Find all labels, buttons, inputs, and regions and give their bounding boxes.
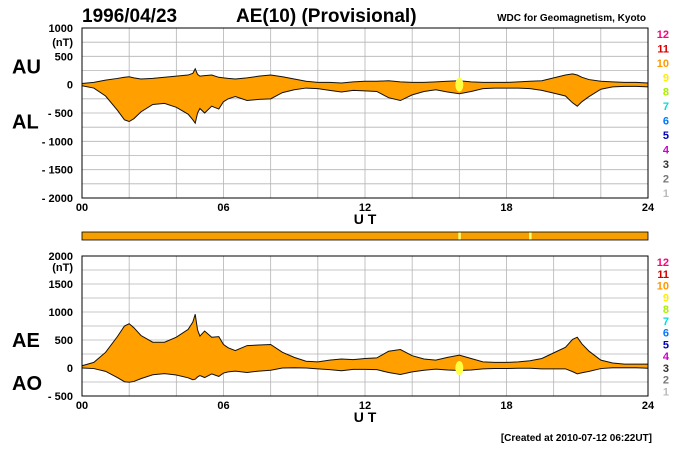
y-tick-label: - 2000	[42, 193, 73, 205]
station-scale-label: 11	[657, 269, 669, 281]
plot-source: WDC for Geomagnetism, Kyoto	[497, 13, 646, 24]
x-axis-label: U T	[354, 211, 377, 227]
y-tick-label: 1000	[49, 23, 73, 35]
station-scale-label: 1	[663, 188, 669, 200]
x-tick-label: 24	[642, 400, 655, 412]
x-tick-label: 00	[76, 202, 88, 214]
created-timestamp: [Created at 2010-07-12 06:22UT]	[501, 433, 652, 444]
series-line-au	[81, 67, 649, 85]
station-scale-label: 3	[663, 363, 669, 375]
status-bar-mark	[458, 232, 461, 240]
y-tick-label: 0	[67, 80, 73, 92]
station-scale-label: 12	[657, 257, 669, 269]
station-scale-label: 9	[663, 292, 669, 304]
plot-date: 1996/04/23	[82, 6, 177, 27]
series-line-ae	[81, 314, 648, 367]
y-tick-label: 2000	[49, 251, 73, 263]
envelope-fill	[82, 314, 648, 383]
station-status-bar	[81, 231, 649, 241]
series-line-ao	[81, 367, 649, 383]
series-label-au: AU	[12, 57, 41, 79]
station-scale-label: 4	[663, 144, 670, 156]
y-tick-label: - 500	[48, 391, 73, 403]
x-tick-label: 12	[359, 202, 371, 214]
y-tick-label: (nT)	[52, 262, 73, 274]
highlight-marker	[455, 361, 464, 375]
y-tick-label: - 500	[48, 108, 73, 120]
station-scale-label: 11	[657, 43, 669, 55]
station-scale-label: 4	[663, 351, 670, 363]
station-scale-label: 5	[663, 130, 669, 142]
highlight-marker	[455, 77, 464, 92]
station-scale-label: 10	[657, 58, 669, 70]
y-tick-label: - 1000	[42, 136, 73, 148]
series-label-ae: AE	[12, 330, 40, 352]
station-scale-label: 12	[657, 29, 669, 41]
station-scale-label: 7	[663, 101, 669, 113]
x-tick-label: 18	[500, 400, 512, 412]
x-axis-label: U T	[354, 409, 377, 425]
x-tick-label: 00	[76, 400, 88, 412]
y-tick-label: 500	[55, 51, 73, 63]
y-tick-label: 1500	[49, 279, 73, 291]
station-scale-label: 10	[657, 281, 669, 293]
station-scale-label: 3	[663, 159, 669, 171]
station-scale-label: 8	[663, 87, 669, 99]
plot-frame	[81, 27, 649, 199]
station-scale-label: 8	[663, 304, 669, 316]
station-scale-label: 1	[663, 386, 669, 398]
x-tick-label: 18	[500, 202, 512, 214]
series-label-ao: AO	[12, 373, 42, 395]
plot-frame	[81, 255, 649, 397]
y-tick-label: 500	[55, 335, 73, 347]
station-scale-label: 9	[663, 72, 669, 84]
station-scale-label: 5	[663, 339, 669, 351]
station-scale-label: 2	[663, 375, 669, 387]
status-bar-fill	[81, 231, 649, 241]
station-scale-label: 2	[663, 173, 669, 185]
x-tick-label: 12	[359, 400, 371, 412]
x-tick-label: 06	[217, 400, 229, 412]
y-tick-label: 1000	[49, 307, 73, 319]
series-label-al: AL	[12, 112, 39, 134]
plot-title: AE(10) (Provisional)	[236, 6, 417, 27]
station-scale-label: 6	[663, 328, 669, 340]
series-line-al	[81, 85, 649, 125]
y-tick-label: - 1500	[42, 165, 73, 177]
au-al-panel: 1000 500 0 - 500 - 1000 - 1500 - 2000 (nT) 00 06 1…	[12, 23, 670, 227]
station-scale-label: 7	[663, 316, 669, 328]
y-tick-label: 0	[67, 363, 73, 375]
status-bar-mark	[529, 232, 532, 240]
station-scale-label: 6	[663, 116, 669, 128]
x-tick-label: 06	[217, 202, 229, 214]
y-axis-unit: (nT)	[52, 37, 73, 49]
x-tick-label: 24	[642, 202, 655, 214]
